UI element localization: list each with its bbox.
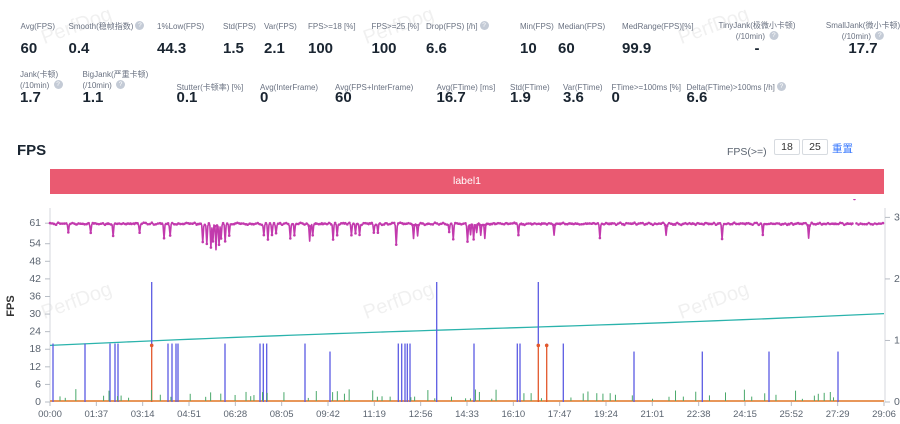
- svg-text:27:29: 27:29: [826, 409, 850, 420]
- svg-text:12:56: 12:56: [409, 409, 433, 420]
- svg-text:03:14: 03:14: [131, 409, 155, 420]
- svg-text:FPS: FPS: [5, 295, 17, 316]
- svg-text:2: 2: [894, 273, 900, 285]
- svg-text:0: 0: [894, 396, 900, 408]
- svg-text:42: 42: [29, 273, 41, 285]
- svg-text:3: 3: [894, 211, 900, 223]
- svg-text:04:51: 04:51: [177, 409, 201, 420]
- svg-text:48: 48: [29, 255, 41, 267]
- svg-text:30: 30: [29, 308, 41, 320]
- svg-text:14:33: 14:33: [455, 409, 479, 420]
- svg-text:01:37: 01:37: [84, 409, 108, 420]
- svg-text:24:15: 24:15: [733, 409, 757, 420]
- svg-text:22:38: 22:38: [687, 409, 711, 420]
- svg-text:29:06: 29:06: [872, 409, 896, 420]
- svg-text:17:47: 17:47: [548, 409, 572, 420]
- svg-text:18: 18: [29, 343, 41, 355]
- svg-text:24: 24: [29, 326, 41, 338]
- svg-text:1: 1: [894, 334, 900, 346]
- svg-text:25:52: 25:52: [779, 409, 803, 420]
- svg-text:0: 0: [35, 396, 41, 408]
- svg-text:08:05: 08:05: [270, 409, 294, 420]
- svg-text:11:19: 11:19: [363, 409, 386, 420]
- svg-text:61: 61: [29, 217, 41, 229]
- svg-text:12: 12: [29, 361, 41, 373]
- svg-text:54: 54: [29, 238, 41, 250]
- svg-text:16:10: 16:10: [501, 409, 525, 420]
- svg-text:36: 36: [29, 290, 41, 302]
- svg-text:09:42: 09:42: [316, 409, 340, 420]
- svg-text:6: 6: [35, 378, 41, 390]
- svg-text:00:00: 00:00: [38, 409, 62, 420]
- svg-text:06:28: 06:28: [223, 409, 247, 420]
- svg-text:19:24: 19:24: [594, 409, 618, 420]
- svg-text:21:01: 21:01: [640, 409, 664, 420]
